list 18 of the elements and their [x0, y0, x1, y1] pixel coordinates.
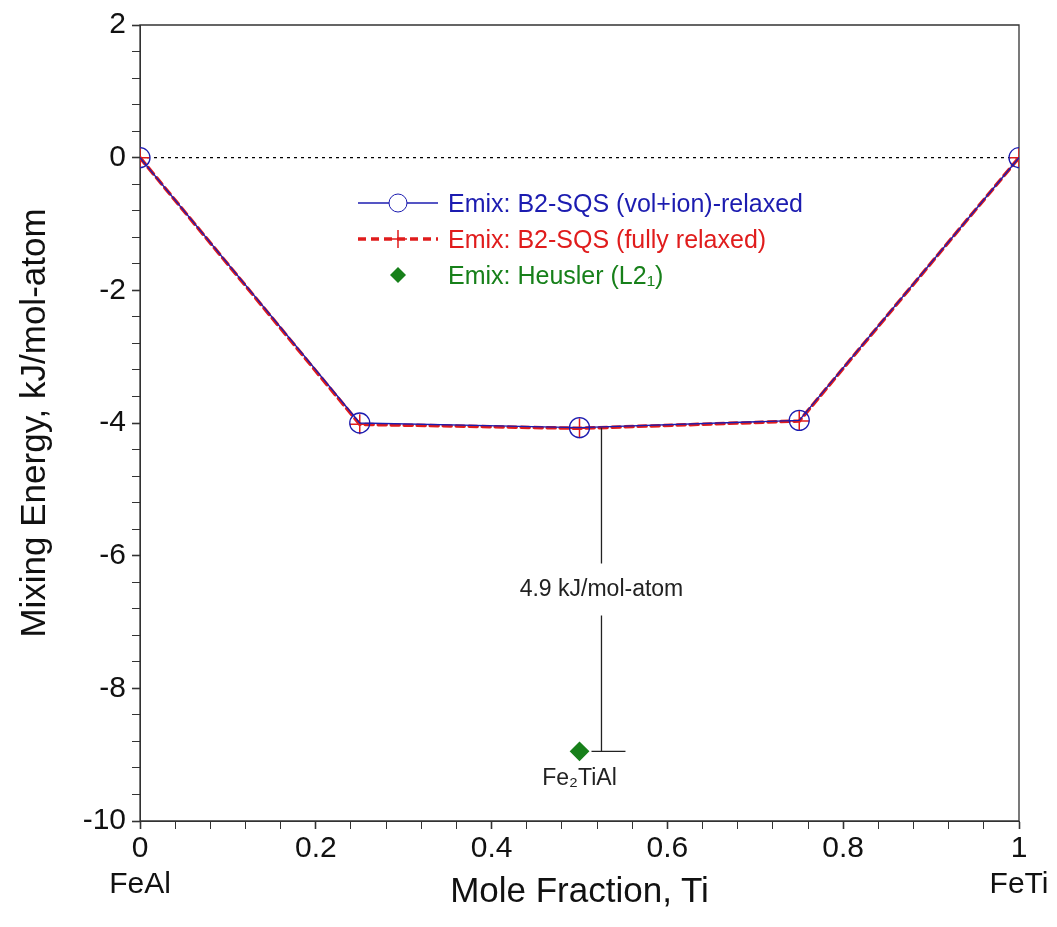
legend-label: Emix: B2-SQS (vol+ion)-relaxed [448, 188, 803, 219]
x-axis-title: Mole Fraction, Ti [450, 869, 709, 909]
legend-label: Emix: B2-SQS (fully relaxed) [448, 224, 767, 255]
y-tick-label: 2 [109, 6, 126, 40]
y-tick-label: -8 [99, 669, 126, 703]
x-tick-label: 0.2 [294, 830, 337, 864]
y-tick-label: -2 [99, 271, 126, 305]
annotation: 4.9 kJ/mol-atom [519, 574, 684, 601]
x-tick-label: 1 FeTi [989, 830, 1049, 900]
y-tick-label: -6 [99, 536, 126, 570]
legend-label: Emix: Heusler (L2₁) [448, 260, 664, 291]
y-tick-label: -4 [99, 404, 126, 438]
y-tick-label: 0 [109, 138, 126, 172]
x-tick-label: 0.4 [470, 830, 513, 864]
annotation: Fe₂TiAl [542, 764, 617, 791]
x-tick-label: 0.6 [646, 830, 689, 864]
y-axis-title: Mixing Energy, kJ/mol-atom [12, 208, 52, 638]
x-tick-label: 0.8 [822, 830, 865, 864]
